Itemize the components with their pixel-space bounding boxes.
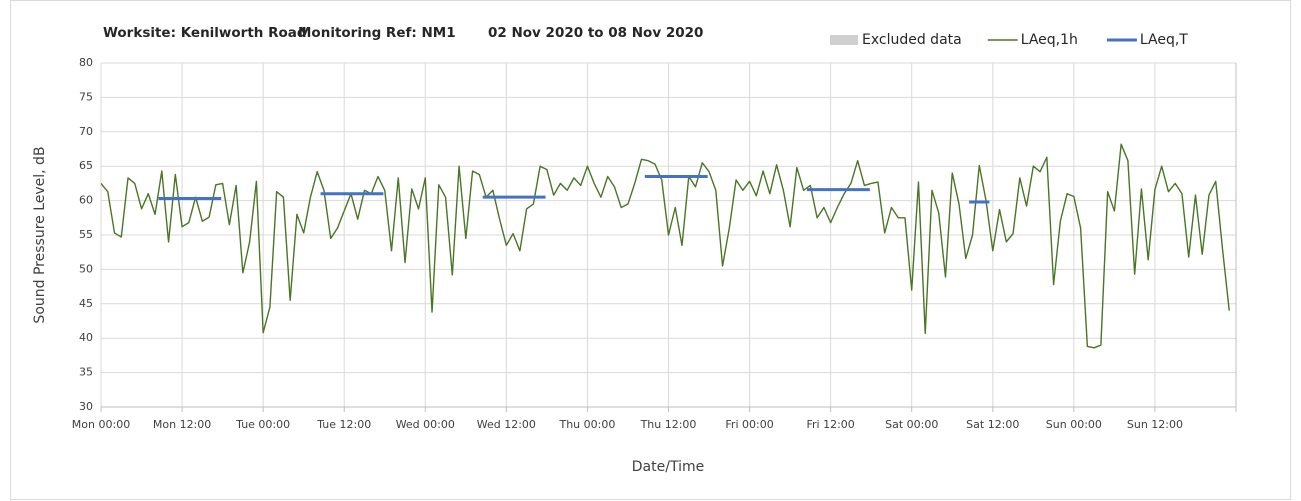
chart-title: Worksite: Kenilworth Road	[103, 25, 307, 41]
x-tick-label: Wed 12:00	[477, 418, 536, 431]
y-tick-label: 40	[79, 331, 93, 344]
x-tick-label: Fri 12:00	[806, 418, 854, 431]
legend-label: Excluded data	[862, 32, 962, 48]
y-tick-label: 70	[79, 125, 93, 138]
x-tick-label: Sat 12:00	[966, 418, 1019, 431]
y-tick-label: 65	[79, 159, 93, 172]
x-tick-label: Wed 00:00	[396, 418, 455, 431]
x-tick-label: Mon 12:00	[153, 418, 211, 431]
legend-swatch	[830, 35, 858, 45]
x-tick-label: Sun 00:00	[1046, 418, 1102, 431]
chart-frame	[10, 0, 1291, 500]
legend-label: LAeq,T	[1140, 32, 1188, 48]
x-tick-label: Tue 12:00	[316, 418, 371, 431]
y-tick-label: 35	[79, 366, 93, 379]
y-tick-label: 80	[79, 56, 93, 69]
x-tick-label: Thu 12:00	[640, 418, 697, 431]
y-tick-label: 45	[79, 297, 93, 310]
x-tick-label: Sun 12:00	[1127, 418, 1183, 431]
x-tick-label: Thu 00:00	[558, 418, 615, 431]
chart-title: Monitoring Ref: NM1	[298, 25, 456, 41]
legend-label: LAeq,1h	[1021, 32, 1078, 48]
y-tick-label: 55	[79, 228, 93, 241]
y-tick-label: 75	[79, 90, 93, 103]
y-axis-title: Sound Pressure Level, dB	[32, 146, 48, 323]
x-tick-label: Fri 00:00	[725, 418, 773, 431]
y-tick-label: 30	[79, 400, 93, 413]
chart-title: 02 Nov 2020 to 08 Nov 2020	[488, 25, 703, 41]
x-tick-label: Mon 00:00	[72, 418, 130, 431]
x-axis-title: Date/Time	[632, 459, 704, 475]
y-tick-label: 50	[79, 262, 93, 275]
data-line	[100, 143, 1230, 349]
y-tick-label: 60	[79, 194, 93, 207]
x-tick-label: Tue 00:00	[235, 418, 290, 431]
x-tick-label: Sat 00:00	[885, 418, 938, 431]
